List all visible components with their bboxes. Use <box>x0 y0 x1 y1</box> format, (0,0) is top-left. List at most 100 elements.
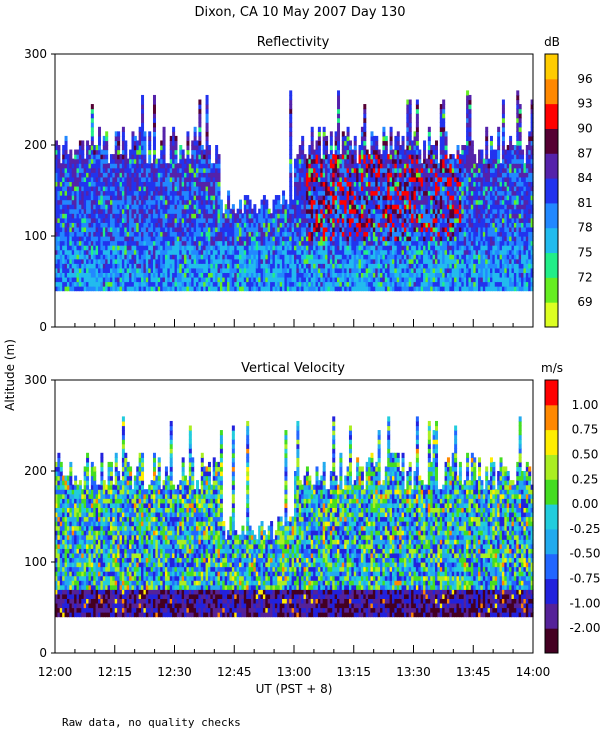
heatmap-cell <box>176 226 180 233</box>
heatmap-cell <box>141 185 145 192</box>
heatmap-cell <box>384 204 388 210</box>
heatmap-cell <box>403 190 407 196</box>
heatmap-cell <box>207 222 211 228</box>
heatmap-cell <box>327 258 331 264</box>
heatmap-cell <box>408 99 412 105</box>
heatmap-cell <box>188 286 192 292</box>
heatmap-cell <box>363 135 367 142</box>
heatmap-cell <box>384 163 388 169</box>
heatmap-cell <box>69 208 73 214</box>
heatmap-cell <box>277 217 281 223</box>
heatmap-cell <box>315 185 319 192</box>
heatmap-cell <box>145 226 149 233</box>
heatmap-cell <box>93 226 97 233</box>
heatmap-cell <box>105 222 109 228</box>
heatmap-cell <box>186 149 190 155</box>
heatmap-cell <box>267 286 271 292</box>
heatmap-cell <box>203 163 207 169</box>
heatmap-cell <box>420 276 424 283</box>
heatmap-cell <box>284 208 288 214</box>
heatmap-cell <box>277 245 281 251</box>
heatmap-cell <box>117 195 121 201</box>
heatmap-cell <box>124 149 128 155</box>
heatmap-cell <box>179 226 183 233</box>
heatmap-cell <box>107 240 111 246</box>
heatmap-cell <box>141 99 145 105</box>
heatmap-cell <box>93 281 97 287</box>
heatmap-cell <box>305 158 309 164</box>
heatmap-cell <box>83 181 87 187</box>
heatmap-cell <box>360 199 364 205</box>
heatmap-cell <box>423 195 427 201</box>
heatmap-cell <box>337 199 341 205</box>
heatmap-cell <box>370 236 374 242</box>
heatmap-cell <box>308 204 312 210</box>
heatmap-cell <box>408 181 412 187</box>
heatmap-cell <box>179 272 183 278</box>
heatmap-cell <box>176 176 180 182</box>
heatmap-cell <box>351 222 355 228</box>
heatmap-cell <box>186 240 190 246</box>
heatmap-cell <box>284 263 288 269</box>
heatmap-cell <box>291 231 295 237</box>
heatmap-cell <box>375 213 379 219</box>
heatmap-cell <box>356 208 360 214</box>
heatmap-cell <box>329 267 333 273</box>
heatmap-cell <box>356 226 360 233</box>
heatmap-cell <box>372 199 376 205</box>
heatmap-cell <box>62 236 66 242</box>
heatmap-cell <box>248 236 252 242</box>
heatmap-cell <box>341 267 345 273</box>
heatmap-cell <box>193 131 197 137</box>
heatmap-cell <box>406 176 410 182</box>
heatmap-cell <box>394 272 398 278</box>
heatmap-cell <box>384 140 388 146</box>
heatmap-cell <box>389 167 393 173</box>
heatmap-cell <box>253 272 257 278</box>
heatmap-cell <box>341 254 345 260</box>
heatmap-cell <box>344 140 348 146</box>
heatmap-cell <box>396 286 400 292</box>
heatmap-cell <box>368 181 372 187</box>
heatmap-cell <box>109 172 113 178</box>
heatmap-cell <box>191 231 195 237</box>
heatmap-cell <box>219 267 223 273</box>
heatmap-cell <box>81 204 85 210</box>
heatmap-cell <box>150 222 154 228</box>
heatmap-cell <box>313 213 317 219</box>
heatmap-cell <box>317 140 321 146</box>
heatmap-cell <box>272 240 276 246</box>
heatmap-cell <box>396 267 400 273</box>
heatmap-cell <box>243 263 247 269</box>
heatmap-cell <box>387 172 391 178</box>
heatmap-cell <box>353 231 357 237</box>
heatmap-cell <box>126 263 130 269</box>
heatmap-cell <box>294 208 297 214</box>
heatmap-cell <box>260 236 264 242</box>
heatmap-cell <box>148 149 152 155</box>
heatmap-cell <box>389 286 393 292</box>
heatmap-cell <box>176 276 180 283</box>
heatmap-cell <box>291 213 295 219</box>
heatmap-cell <box>411 276 415 283</box>
heatmap-cell <box>136 213 140 219</box>
heatmap-cell <box>387 185 391 192</box>
heatmap-cell <box>186 131 190 137</box>
heatmap-cell <box>353 176 357 182</box>
heatmap-cell <box>408 281 412 287</box>
heatmap-cell <box>337 249 341 255</box>
heatmap-cell <box>81 272 85 278</box>
heatmap-cell <box>78 258 82 264</box>
heatmap-cell <box>143 213 147 219</box>
heatmap-cell <box>93 217 97 223</box>
heatmap-cell <box>265 213 269 219</box>
heatmap-cell <box>339 217 343 223</box>
heatmap-cell <box>71 249 75 255</box>
heatmap-cell <box>124 222 128 228</box>
heatmap-cell <box>334 254 338 260</box>
heatmap-cell <box>95 276 99 283</box>
heatmap-cell <box>174 258 178 264</box>
heatmap-cell <box>126 258 130 264</box>
heatmap-cell <box>250 217 254 223</box>
heatmap-cell <box>370 249 374 255</box>
